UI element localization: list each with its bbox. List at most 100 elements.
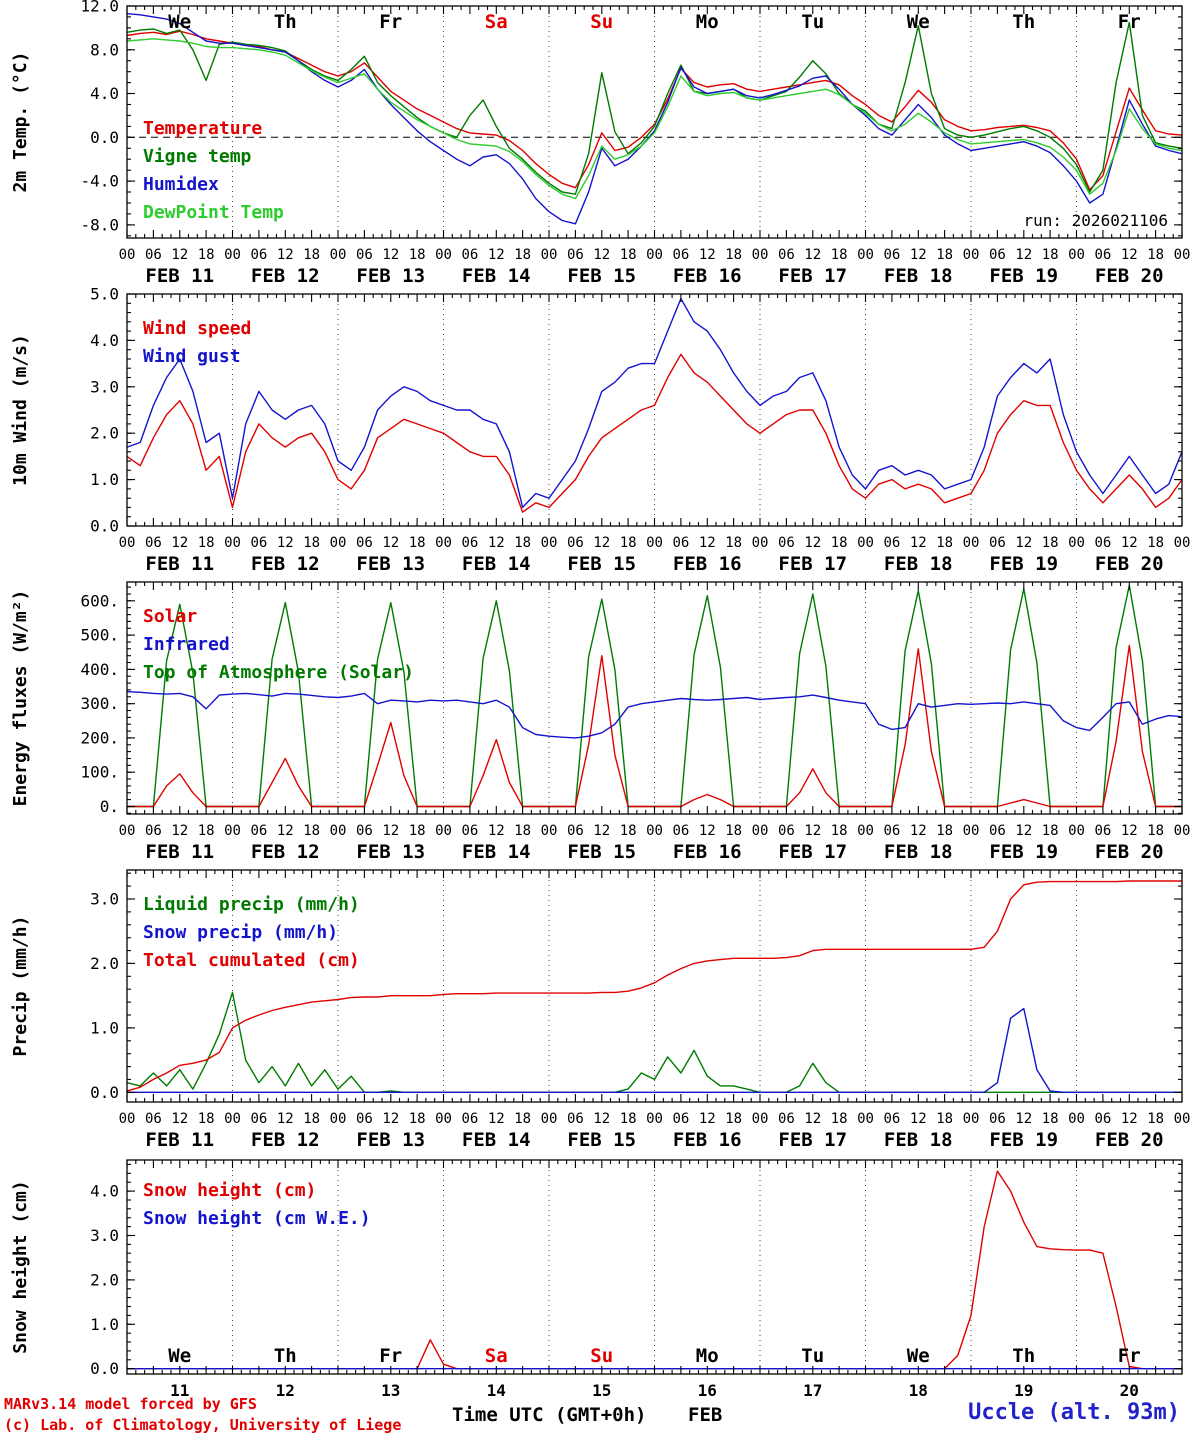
hour-label: 00 <box>963 823 980 839</box>
day-name-label: Fr <box>1118 1345 1141 1367</box>
date-label: FEB 19 <box>989 1129 1058 1151</box>
y-tick-label: 0.0 <box>90 1083 119 1102</box>
y-tick-label: 4.0 <box>90 84 119 103</box>
hour-label: 12 <box>171 823 188 839</box>
hour-label: 06 <box>250 535 267 551</box>
y-tick-label: 2.0 <box>90 1270 119 1289</box>
hour-label: 00 <box>435 247 452 263</box>
date-label: FEB 17 <box>778 265 847 287</box>
hour-label: 00 <box>541 823 558 839</box>
hour-label: 18 <box>303 1111 320 1127</box>
hour-label: 18 <box>303 247 320 263</box>
hour-label: 18 <box>936 535 953 551</box>
legend-humidex: Humidex <box>143 174 219 195</box>
hour-label: 12 <box>699 535 716 551</box>
y-tick-label: 2.0 <box>90 424 119 443</box>
hour-label: 18 <box>936 247 953 263</box>
hour-label: 00 <box>330 247 347 263</box>
hour-label: 12 <box>699 823 716 839</box>
date-number: 16 <box>698 1381 717 1400</box>
hour-label: 00 <box>857 247 874 263</box>
date-label: FEB 13 <box>356 553 425 575</box>
hour-label: 18 <box>620 823 637 839</box>
y-tick-label: 1.0 <box>90 470 119 489</box>
hour-label: 06 <box>672 247 689 263</box>
hour-label: 18 <box>1042 1111 1059 1127</box>
series-total-cumulated-cm <box>126 880 1182 1092</box>
day-name-label: Fr <box>379 11 402 33</box>
day-name-label: Su <box>590 11 613 33</box>
hour-label: 00 <box>224 535 241 551</box>
hour-label: 06 <box>356 1111 373 1127</box>
hour-label: 00 <box>963 535 980 551</box>
hour-label: 00 <box>752 247 769 263</box>
hour-label: 18 <box>514 535 531 551</box>
hour-label: 12 <box>1121 247 1138 263</box>
y-tick-label: -4.0 <box>80 172 119 191</box>
series-infrared <box>126 691 1183 739</box>
hour-label: 00 <box>646 1111 663 1127</box>
hour-label: 12 <box>488 535 505 551</box>
hour-label: 18 <box>831 535 848 551</box>
day-name-label: Th <box>274 11 297 33</box>
footer: MARv3.14 model forced by GFS (c) Lab. of… <box>0 1395 1194 1440</box>
hour-label: 00 <box>1068 247 1085 263</box>
hour-label: 06 <box>883 1111 900 1127</box>
date-label: FEB 20 <box>1095 1129 1164 1151</box>
model-credit-line1: MARv3.14 model forced by GFS <box>4 1395 257 1413</box>
series-wind-speed <box>126 353 1183 513</box>
y-tick-label: 0.0 <box>90 1359 119 1378</box>
date-label: FEB 11 <box>145 265 214 287</box>
hour-label: 12 <box>804 823 821 839</box>
date-label: FEB 13 <box>356 265 425 287</box>
hour-label: 00 <box>646 535 663 551</box>
date-label: FEB 13 <box>356 841 425 863</box>
y-tick-label: 3.0 <box>90 377 119 396</box>
day-name-label: Su <box>590 1345 613 1367</box>
y-tick-label: 200. <box>80 728 119 747</box>
hour-label: 06 <box>461 535 478 551</box>
date-label: FEB 20 <box>1095 841 1164 863</box>
hour-label: 12 <box>699 247 716 263</box>
y-tick-label: 4.0 <box>90 1182 119 1201</box>
date-label: FEB 18 <box>884 265 953 287</box>
hour-label: 12 <box>593 535 610 551</box>
y-tick-label: 500. <box>80 626 119 645</box>
hour-label: 06 <box>1094 1111 1111 1127</box>
hour-label: 06 <box>356 823 373 839</box>
y-tick-label: 8.0 <box>90 40 119 59</box>
date-label: FEB 18 <box>884 1129 953 1151</box>
hour-label: 06 <box>145 247 162 263</box>
hour-label: 12 <box>699 1111 716 1127</box>
hour-label: 06 <box>567 1111 584 1127</box>
hour-label: 18 <box>514 1111 531 1127</box>
date-number: 17 <box>803 1381 822 1400</box>
hour-label: 00 <box>1068 535 1085 551</box>
hour-label: 18 <box>198 247 215 263</box>
hour-label: 18 <box>514 247 531 263</box>
date-label: FEB 17 <box>778 553 847 575</box>
hour-label: 18 <box>1042 823 1059 839</box>
date-label: FEB 15 <box>567 1129 636 1151</box>
legend-dewpoint-temp: DewPoint Temp <box>143 202 284 223</box>
date-number: 15 <box>592 1381 611 1400</box>
date-label: FEB 19 <box>989 265 1058 287</box>
y-tick-label: 3.0 <box>90 1226 119 1245</box>
date-label: FEB 11 <box>145 841 214 863</box>
hour-label: 18 <box>198 823 215 839</box>
hour-label: 06 <box>778 535 795 551</box>
date-label: FEB 16 <box>673 265 742 287</box>
day-name-label: We <box>168 1345 191 1367</box>
date-label: FEB 12 <box>251 265 320 287</box>
date-number: 14 <box>487 1381 506 1400</box>
hour-label: 00 <box>1068 823 1085 839</box>
hour-label: 18 <box>831 823 848 839</box>
y-tick-label: 3.0 <box>90 890 119 909</box>
legend-wind-speed: Wind speed <box>143 318 251 339</box>
hour-label: 00 <box>857 1111 874 1127</box>
hour-label: 00 <box>1174 823 1191 839</box>
date-label: FEB 11 <box>145 1129 214 1151</box>
date-label: FEB 16 <box>673 1129 742 1151</box>
hour-label: 00 <box>541 1111 558 1127</box>
